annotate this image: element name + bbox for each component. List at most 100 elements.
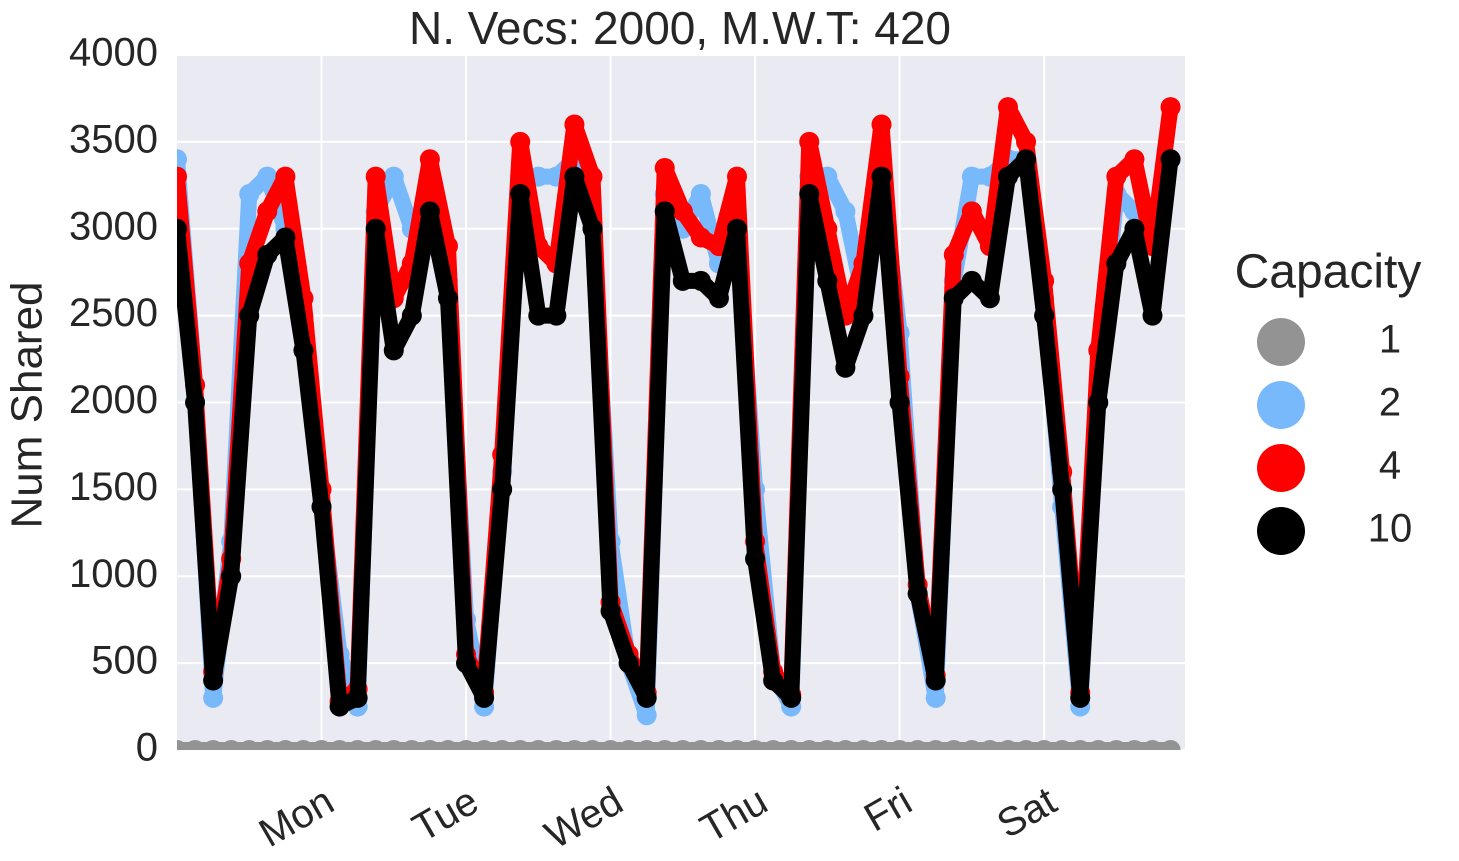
point: [636, 740, 657, 750]
point: [690, 270, 711, 291]
point: [582, 740, 603, 750]
point: [997, 97, 1018, 118]
point: [401, 305, 422, 326]
point: [347, 687, 368, 708]
point: [708, 740, 729, 750]
point: [1034, 740, 1055, 750]
point: [618, 740, 639, 750]
point: [943, 244, 964, 265]
point: [871, 740, 892, 750]
y-tick-label: 3000: [69, 204, 158, 248]
y-tick-label: 2000: [69, 378, 158, 422]
point: [727, 218, 747, 239]
point: [510, 740, 531, 750]
point: [177, 218, 187, 239]
legend-swatch: [1257, 381, 1305, 429]
point: [943, 288, 964, 309]
point: [582, 166, 603, 187]
point: [564, 166, 585, 187]
point: [239, 740, 260, 750]
point: [835, 740, 856, 750]
point: [528, 305, 549, 326]
point: [564, 740, 585, 750]
point: [745, 548, 766, 569]
x-tick-label: Tue: [405, 779, 485, 851]
point: [239, 184, 260, 204]
point: [907, 740, 928, 750]
point: [727, 740, 747, 750]
point: [1106, 740, 1127, 750]
legend-swatch: [1257, 444, 1305, 492]
point: [636, 687, 657, 708]
point: [1142, 305, 1163, 326]
point: [672, 201, 693, 222]
point: [257, 740, 278, 750]
point: [1034, 305, 1055, 326]
point: [835, 201, 856, 222]
point: [474, 740, 495, 750]
point: [510, 184, 531, 204]
point: [221, 740, 242, 750]
point: [383, 740, 404, 750]
point: [1124, 149, 1145, 170]
legend-swatch: [1257, 318, 1305, 366]
point: [1106, 253, 1127, 274]
point: [1160, 97, 1181, 118]
point: [203, 740, 224, 750]
point: [492, 479, 513, 500]
point: [672, 270, 693, 291]
y-tick-label: 1500: [69, 465, 158, 509]
point: [871, 166, 892, 187]
point: [781, 740, 802, 750]
point: [654, 201, 675, 222]
point: [961, 201, 982, 222]
point: [1106, 166, 1127, 187]
point: [257, 244, 278, 265]
point: [546, 305, 567, 326]
legend-label: 10: [1368, 507, 1413, 551]
point: [835, 357, 856, 378]
x-tick-label: Sat: [990, 779, 1064, 847]
point: [582, 218, 603, 239]
point: [654, 740, 675, 750]
point: [311, 740, 332, 750]
point: [763, 740, 784, 750]
point: [185, 740, 206, 750]
point: [1070, 687, 1091, 708]
point: [203, 670, 224, 691]
point: [311, 496, 332, 517]
point: [997, 740, 1018, 750]
point: [1142, 740, 1163, 750]
y-tick-label: 500: [91, 639, 158, 683]
point: [727, 166, 747, 187]
point: [1160, 740, 1181, 750]
point: [943, 740, 964, 750]
point: [474, 687, 495, 708]
point: [239, 253, 260, 274]
point: [672, 740, 693, 750]
point: [383, 340, 404, 361]
x-tick-label: Mon: [252, 779, 341, 856]
point: [853, 305, 874, 326]
point: [654, 157, 675, 178]
point: [1070, 740, 1091, 750]
point: [889, 740, 910, 750]
point: [781, 687, 802, 708]
point: [329, 740, 350, 750]
point: [799, 740, 820, 750]
point: [275, 740, 296, 750]
point: [1124, 218, 1145, 239]
point: [347, 740, 368, 750]
point: [257, 201, 278, 222]
point: [817, 270, 838, 291]
point: [365, 740, 386, 750]
point: [1052, 479, 1073, 500]
point: [528, 740, 549, 750]
point: [1016, 131, 1037, 152]
point: [961, 166, 982, 187]
legend-label: 4: [1379, 444, 1401, 488]
y-tick-label: 4000: [69, 31, 158, 75]
point: [1016, 740, 1037, 750]
